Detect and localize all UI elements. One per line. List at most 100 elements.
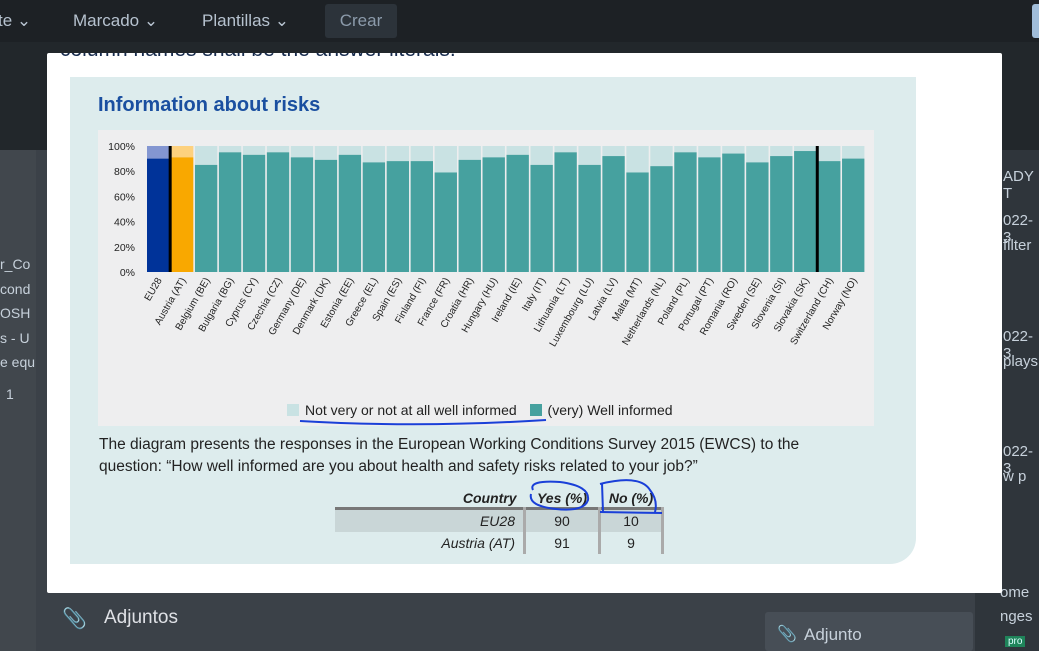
cell-yes: 90 [523,508,601,532]
card-text-fragment: ome [1000,584,1030,601]
chevron-down-icon: ⌄ [274,11,290,30]
y-tick-label: 0% [120,267,135,279]
bar-well-informed [482,157,505,272]
paperclip-icon: 📎 [777,626,797,643]
bar-well-informed [578,164,601,272]
add-attachment-button[interactable] [765,612,973,651]
bar-not-informed [770,146,793,157]
chevron-down-icon: ⌄ [16,11,32,30]
bar-well-informed [746,162,769,272]
cell-country: EU28 [479,513,515,529]
bar-well-informed [818,161,841,272]
bar-well-informed [506,154,529,272]
bar-well-informed [554,152,577,272]
bar-well-informed [362,162,386,272]
bar-well-informed [722,153,745,272]
bar-not-informed [554,146,577,153]
bar-not-informed [626,146,649,173]
card-text-fragment: e equ [0,354,36,370]
bar-not-informed [458,146,481,160]
bar-well-informed [770,156,793,272]
y-tick-label: 60% [114,191,135,203]
add-attachment-label: Adjunto [804,625,862,644]
bar-well-informed [338,154,362,272]
card-text-fragment: 022-3 [1003,212,1034,246]
bar-well-informed [530,164,553,272]
y-tick-label: 40% [114,217,135,229]
bar-not-informed [218,146,242,153]
bar-well-informed [842,158,865,272]
answer-table: Country Yes (%) No (%) EU28 90 10 Austri… [335,488,664,554]
header-country: Country [462,489,517,506]
card-text-fragment: cond [0,281,31,297]
bar-not-informed [746,146,769,163]
bar-well-informed [410,161,433,272]
bar-well-informed [674,152,697,272]
card-text-fragment: OSH [0,305,31,321]
bar-not-informed [674,146,697,153]
bar-not-informed [338,146,362,155]
bar-not-informed [314,146,338,160]
nav-item-plantillas[interactable]: Plantillas ⌄ [202,11,290,30]
bar-well-informed [434,172,457,272]
card-text-fragment: 022-3 [1003,328,1034,362]
card-text-fragment: plays [1003,353,1039,370]
top-navigation-bar: te ⌄ Marcado ⌄ Plantillas ⌄ Crear [0,0,1039,42]
cell-no: 9 [599,532,664,554]
bar-not-informed [434,146,457,173]
bar-not-informed [410,146,433,162]
status-badge: pro [1005,636,1026,647]
bar-not-informed [602,146,625,157]
bar-not-informed [530,146,553,165]
bar-not-informed [650,146,673,167]
bar-not-informed [482,146,505,158]
bar-not-informed [362,146,386,163]
legend-label-well-informed: (very) Well informed [547,402,673,418]
nav-item-marcado[interactable]: Marcado ⌄ [73,11,159,30]
x-tick-label: EU28 [143,276,165,304]
bar-not-informed [578,146,601,165]
profile-button[interactable] [1032,4,1039,38]
bar-not-informed [386,146,410,162]
card-text-fragment: s - U [0,330,30,346]
header-no: No (%) [608,489,654,506]
bar-well-informed [194,164,218,272]
card-text-fragment: 022-3 [1003,443,1034,477]
bar-not-informed [818,146,841,162]
bar-not-informed [194,146,218,165]
paperclip-icon: 📎 [62,608,87,630]
bar-well-informed [218,152,242,272]
legend-swatch-well-informed [529,404,542,416]
table-row: Austria (AT) 91 9 [335,532,664,554]
bar-not-informed [506,146,529,155]
crear-button[interactable]: Crear [325,4,397,38]
bar-not-informed [722,146,745,154]
bar-not-informed [170,146,194,158]
y-tick-label: 80% [114,166,135,178]
nav-item-fragment[interactable]: te ⌄ [0,11,32,30]
bar-well-informed [602,156,625,272]
bar-well-informed [266,152,290,272]
bar-well-informed [386,161,410,272]
bar-well-informed [314,159,338,272]
chart-legend: Not very or not at all well informed (ve… [287,402,682,418]
bar-not-informed [698,146,721,158]
bar-well-informed [650,166,673,272]
bar-well-informed [458,159,481,272]
card-text-fragment: nges [1000,608,1033,625]
bar-well-informed [290,157,314,272]
bar-well-informed [626,172,649,272]
chevron-down-icon: ⌄ [143,11,159,30]
bar-not-informed [147,146,170,159]
column-title-fragment: ADY T [1003,168,1034,202]
cell-yes: 91 [523,532,601,554]
bar-well-informed [170,157,194,272]
y-tick-label: 100% [108,141,135,153]
bar-well-informed [147,158,170,272]
bar-not-informed [266,146,290,153]
attachments-section [36,592,766,651]
table-row: EU28 90 10 [335,508,664,532]
diagram-description: The diagram presents the responses in th… [99,436,800,475]
card-text-fragment: filter [1003,237,1032,254]
